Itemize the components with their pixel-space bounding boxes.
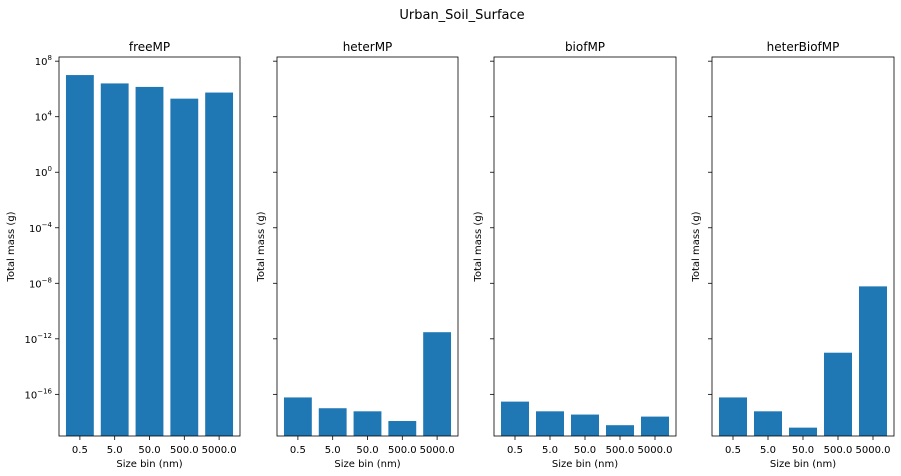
x-tick-label: 5000.0 bbox=[202, 445, 237, 456]
bar-1 bbox=[65, 75, 94, 437]
bar-5 bbox=[641, 416, 669, 436]
x-tick-label: 500.0 bbox=[606, 445, 635, 456]
y-axis-label: Total mass (g) bbox=[473, 211, 484, 282]
x-tick-label: 5000.0 bbox=[856, 445, 891, 456]
axes-frame bbox=[711, 56, 895, 437]
bar-2 bbox=[754, 411, 782, 436]
panel-1: 0.5 5.0 50.0 500.0 5000.0 108 104 100 10−4 10−8 10… bbox=[6, 40, 241, 470]
x-tick-label: 0.5 bbox=[290, 445, 306, 456]
y-tick-label: 10−8 bbox=[29, 276, 52, 290]
x-axis-label: Size bin (nm) bbox=[552, 459, 618, 470]
bar-4 bbox=[388, 421, 417, 436]
y-tick-label: 108 bbox=[35, 54, 52, 68]
bar-3 bbox=[789, 427, 817, 436]
x-tick-label: 500.0 bbox=[388, 445, 417, 456]
x-tick-label: 5.0 bbox=[107, 445, 123, 456]
panel-title: biofMP bbox=[565, 40, 605, 54]
bar-2 bbox=[318, 408, 347, 436]
panel-title: heterBiofMP bbox=[767, 40, 840, 54]
x-tick-label: 5.0 bbox=[542, 445, 558, 456]
axes-frame bbox=[276, 56, 459, 437]
bar-2 bbox=[536, 411, 564, 436]
y-tick-label: 10−16 bbox=[24, 387, 52, 401]
bar-1 bbox=[719, 397, 747, 436]
panel-4: 0.5 5.0 50.0 500.0 5000.0 heterBiofMP Size bin… bbox=[691, 40, 895, 470]
panel-2: 0.5 5.0 50.0 500.0 5000.0 heterMP Size bin (nm… bbox=[256, 40, 459, 470]
y-axis-label: Total mass (g) bbox=[256, 211, 267, 282]
axes-frame bbox=[493, 56, 677, 437]
bar-5 bbox=[205, 92, 234, 436]
y-axis-label: Total mass (g) bbox=[6, 211, 17, 282]
x-tick-label: 50.0 bbox=[574, 445, 596, 456]
bar-3 bbox=[353, 411, 382, 436]
bar-5 bbox=[423, 332, 452, 436]
bar-1 bbox=[501, 401, 529, 436]
axes-frame bbox=[58, 56, 241, 437]
bar-3 bbox=[135, 86, 164, 436]
x-tick-label: 0.5 bbox=[725, 445, 741, 456]
y-axis-label: Total mass (g) bbox=[691, 211, 702, 282]
x-tick-label: 5.0 bbox=[325, 445, 341, 456]
panel-3: 0.5 5.0 50.0 500.0 5000.0 biofMP Size bin (nm)… bbox=[473, 40, 677, 470]
x-axis-label: Size bin (nm) bbox=[116, 459, 182, 470]
y-tick-label: 104 bbox=[35, 110, 53, 124]
y-tick-label: 100 bbox=[35, 165, 52, 179]
bar-4 bbox=[170, 98, 199, 436]
x-tick-label: 50.0 bbox=[138, 445, 160, 456]
x-tick-label: 500.0 bbox=[824, 445, 853, 456]
x-axis-label: Size bin (nm) bbox=[770, 459, 836, 470]
x-tick-label: 500.0 bbox=[170, 445, 199, 456]
x-tick-label: 5000.0 bbox=[638, 445, 673, 456]
x-tick-label: 5.0 bbox=[760, 445, 776, 456]
x-tick-label: 0.5 bbox=[507, 445, 523, 456]
x-tick-label: 50.0 bbox=[792, 445, 814, 456]
bar-4 bbox=[824, 352, 852, 436]
y-tick-label: 10−4 bbox=[29, 221, 53, 235]
x-tick-label: 0.5 bbox=[72, 445, 88, 456]
bar-3 bbox=[571, 414, 599, 436]
bar-5 bbox=[859, 286, 887, 436]
bar-4 bbox=[606, 425, 634, 436]
panel-title: heterMP bbox=[343, 40, 393, 54]
figure-title: Urban_Soil_Surface bbox=[399, 8, 524, 23]
panel-title: freeMP bbox=[129, 40, 170, 54]
x-tick-label: 5000.0 bbox=[420, 445, 455, 456]
x-axis-label: Size bin (nm) bbox=[334, 459, 400, 470]
bar-2 bbox=[100, 83, 129, 436]
y-tick-label: 10−12 bbox=[24, 332, 52, 346]
x-tick-label: 50.0 bbox=[356, 445, 378, 456]
bar-1 bbox=[283, 397, 312, 436]
